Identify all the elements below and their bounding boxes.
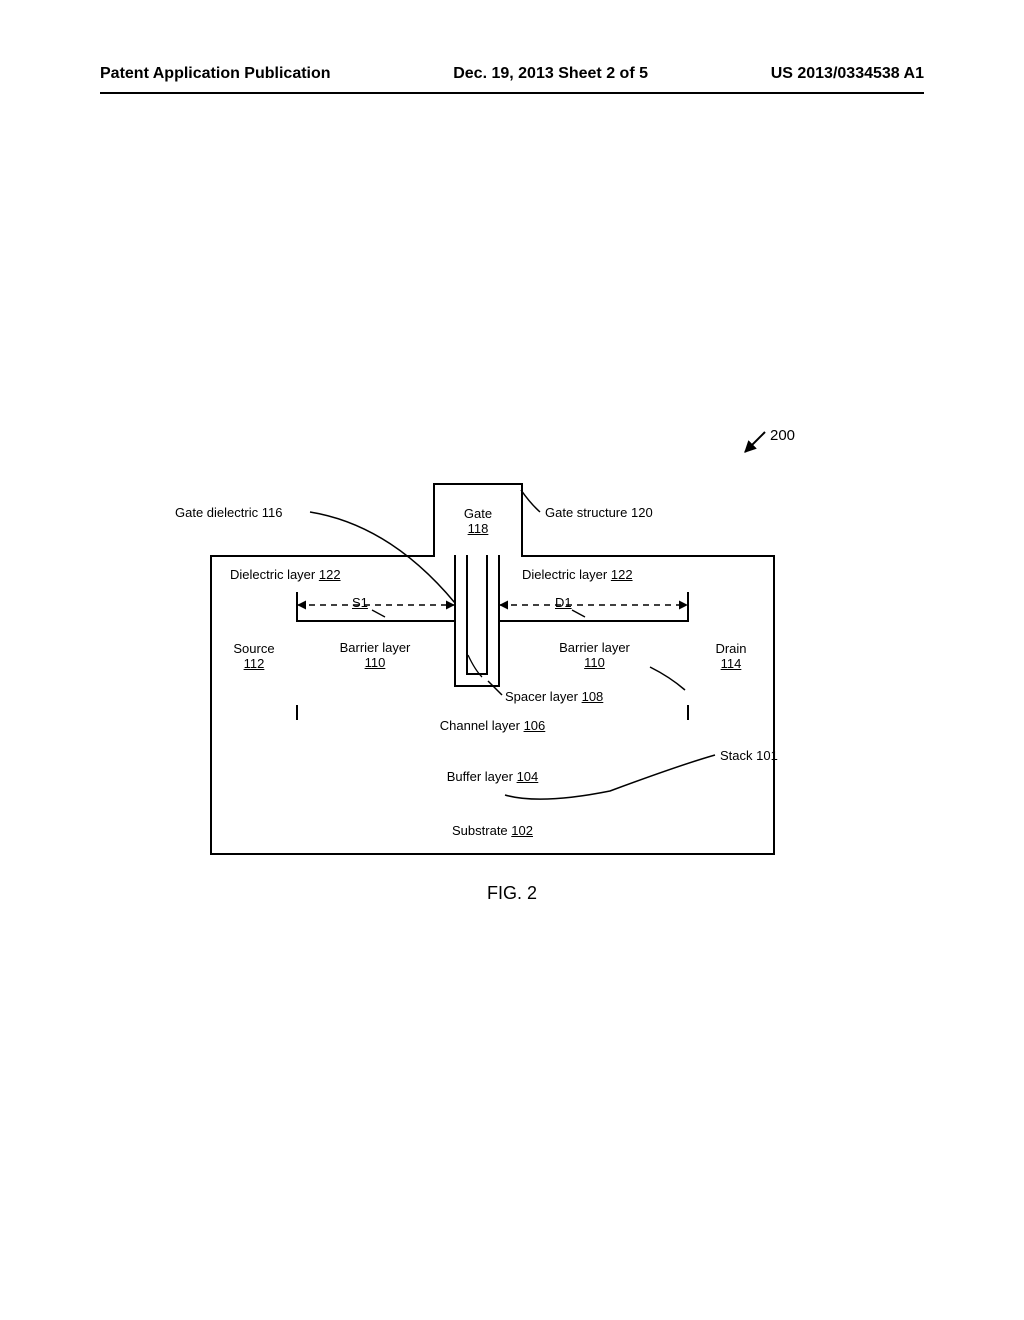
header-rule	[100, 92, 924, 94]
header-left: Patent Application Publication	[100, 65, 331, 83]
barrier-right-text: Barrier layer	[559, 640, 630, 655]
barrier-left-ref: 110	[365, 655, 386, 670]
stack-label: Stack 101	[720, 748, 778, 763]
gate-dielectric-label: Gate dielectric 116	[175, 505, 282, 520]
drain-text: Drain	[715, 641, 746, 656]
d1-label: D1	[555, 595, 572, 610]
diagram-container: Substrate 102 Buffer layer 104 Channel l…	[210, 455, 775, 855]
gate-text: Gate	[464, 506, 492, 521]
page: Patent Application Publication Dec. 19, …	[0, 0, 1024, 1320]
substrate-box: Substrate 102	[210, 805, 775, 855]
buffer-box: Buffer layer 104	[210, 743, 775, 807]
buffer-label: Buffer layer 104	[447, 769, 539, 784]
figure-caption: FIG. 2	[0, 883, 1024, 904]
source-text: Source	[233, 641, 274, 656]
s1-label: S1	[352, 595, 368, 610]
barrier-right-ref: 110	[584, 655, 605, 670]
dielectric-right-label: Dielectric layer 122	[522, 567, 633, 582]
source-box: Source 112	[210, 590, 298, 720]
barrier-right-box: Barrier layer 110	[498, 620, 689, 687]
gate-inner	[466, 555, 488, 675]
barrier-left-text: Barrier layer	[340, 640, 411, 655]
page-header: Patent Application Publication Dec. 19, …	[100, 65, 924, 83]
drain-ref: 114	[721, 656, 742, 671]
barrier-left-box: Barrier layer 110	[296, 620, 456, 687]
drain-box: Drain 114	[687, 590, 775, 720]
dielectric-right-box: Dielectric layer 122	[498, 555, 775, 592]
ref-200: 200	[770, 427, 795, 444]
header-right: US 2013/0334538 A1	[771, 65, 924, 83]
gate-ref: 118	[468, 521, 489, 536]
substrate-label: Substrate 102	[452, 823, 533, 838]
gate-box: Gate 118	[433, 483, 523, 557]
gate-structure-label: Gate structure 120	[545, 505, 653, 520]
spacer-label: Spacer layer 108	[505, 689, 603, 704]
channel-label: Channel layer 106	[440, 718, 546, 733]
dielectric-left-label: Dielectric layer 122	[230, 567, 341, 582]
header-center: Dec. 19, 2013 Sheet 2 of 5	[453, 65, 648, 83]
source-ref: 112	[244, 656, 265, 671]
spacer-box	[296, 685, 689, 705]
dielectric-left-box: Dielectric layer 122	[210, 555, 456, 592]
